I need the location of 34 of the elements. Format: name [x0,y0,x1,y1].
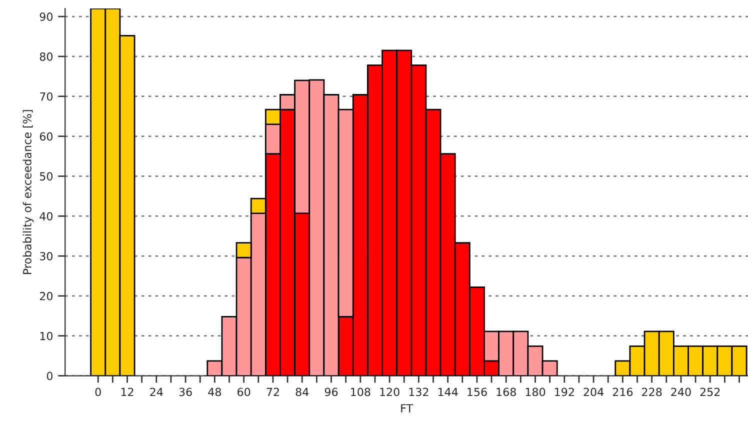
x-tick-label: 24 [150,388,163,396]
x-tick-label: 108 [351,388,370,396]
x-tick-label: 120 [380,388,400,396]
x-tick-label: 48 [208,388,221,396]
y-tick-label: 0 [46,372,53,380]
x-tick-label: 144 [438,388,458,396]
y-axis-title: Probability of exceedance [%] [22,110,34,274]
x-tick-label: 84 [296,388,309,396]
y-tick-label: 90 [40,12,53,21]
y-tick-label: 50 [40,172,53,181]
y-tick-label: 10 [40,332,53,340]
x-tick-label: 12 [121,388,134,396]
x-tick-label: 192 [555,388,574,396]
x-tick-label: 60 [238,388,250,396]
x-tick-label: 96 [324,388,338,396]
y-tick-label: 60 [40,132,53,141]
y-tick-label: 30 [40,252,53,260]
x-tick-label: 216 [612,388,633,396]
x-tick-label: 204 [584,388,604,396]
x-tick-label: 180 [526,388,546,396]
y-tick-label: 80 [40,52,53,61]
x-tick-label: 0 [95,388,101,396]
x-axis-title: FT [401,404,414,412]
x-tick-label: 132 [409,388,428,396]
y-tick-label: 70 [40,92,53,101]
x-tick-label: 156 [468,388,487,396]
y-tick-label: 20 [40,292,53,300]
x-tick-label: 228 [642,388,662,396]
x-tick-label: 72 [266,388,279,396]
x-tick-label: 240 [671,388,691,396]
x-tick-label: 252 [700,388,720,396]
y-tick-label: 40 [40,212,53,220]
x-tick-label: 168 [496,388,516,396]
x-tick-label: 36 [179,388,192,396]
